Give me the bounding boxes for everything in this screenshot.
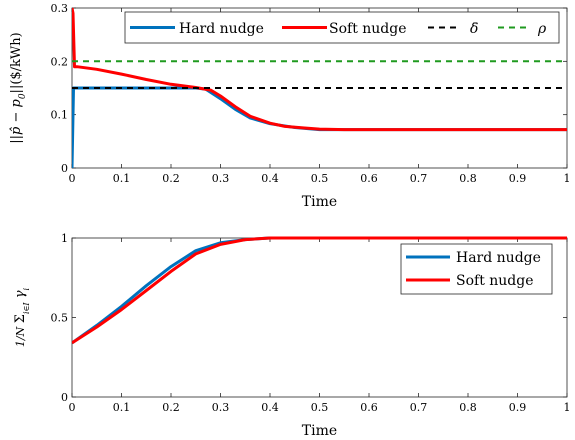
x-tick-label: 0.1 (113, 401, 131, 414)
series-line-soft (72, 7, 567, 132)
y-tick-label: 0 (61, 162, 68, 175)
x-tick-label: 0 (69, 172, 76, 185)
x-tick-label: 0.8 (459, 172, 477, 185)
x-tick-label: 0.3 (212, 172, 230, 185)
y-axis-label: 1/N Σi∈I γi (13, 287, 31, 347)
x-tick-label: 0.1 (113, 172, 131, 185)
x-tick-label: 0.2 (162, 172, 180, 185)
legend-label-rho: ρ (537, 21, 547, 37)
x-tick-label: 0.5 (311, 401, 329, 414)
series-line-soft (72, 236, 567, 345)
legend-label-soft: Soft nudge (329, 21, 407, 37)
y-tick-label: 0.2 (51, 55, 69, 68)
x-tick-label: 0.5 (311, 172, 329, 185)
legend: Hard nudge Soft nudge δ̄ ρ (124, 11, 560, 44)
x-tick-label: 0.2 (162, 401, 180, 414)
x-tick-label: 0.9 (509, 172, 527, 185)
legend-label-hard: Hard nudge (179, 21, 264, 37)
x-tick-label: 0.7 (410, 172, 428, 185)
legend-box (124, 11, 560, 44)
x-tick-label: 0.4 (261, 401, 279, 414)
legend: Hard nudge Soft nudge (400, 243, 553, 295)
y-tick-label: 0 (61, 391, 68, 404)
series-layer (72, 7, 567, 169)
x-tick-label: 0.6 (360, 172, 378, 185)
x-tick-label: 0 (69, 401, 76, 414)
legend-label-soft: Soft nudge (456, 273, 534, 289)
x-tick-label: 0.8 (459, 401, 477, 414)
y-axis-label: ||p̂ − p0||($/kWh) (9, 32, 28, 143)
legend-label-hard: Hard nudge (456, 250, 541, 266)
series-layer (72, 236, 567, 345)
x-tick-label: 0.6 (360, 401, 378, 414)
x-tick-label: 0.7 (410, 401, 428, 414)
chart-panel-1: 0 0.1 0.2 0.3 0.4 0.5 0.6 0.7 0.8 0.9 1 0 0.1 0.2 0.3 T… (9, 2, 571, 210)
chart-panel-2: 0 0.1 0.2 0.3 0.4 0.5 0.6 0.7 0.8 0.9 1 0 0.5 1 Time 1/… (13, 232, 571, 439)
x-tick-label: 1 (564, 401, 571, 414)
x-tick-label: 0.3 (212, 401, 230, 414)
y-tick-label: 1 (61, 232, 68, 245)
legend-box (400, 243, 553, 295)
x-axis-label: Time (302, 194, 337, 210)
x-tick-label: 1 (564, 172, 571, 185)
legend-label-delta: δ̄ (470, 21, 478, 37)
x-tick-label: 0.4 (261, 172, 279, 185)
y-tick-label: 0.5 (51, 312, 69, 325)
y-tick-label: 0.1 (51, 109, 69, 122)
y-tick-label: 0.3 (51, 2, 69, 15)
x-axis-label: Time (302, 423, 337, 439)
x-tick-label: 0.9 (509, 401, 527, 414)
